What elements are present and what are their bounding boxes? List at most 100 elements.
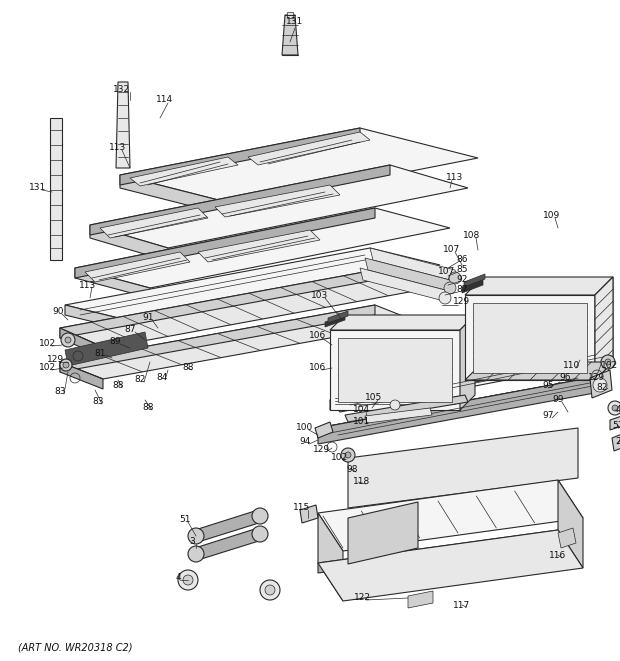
Circle shape bbox=[608, 401, 620, 415]
Text: 102: 102 bbox=[332, 453, 348, 463]
Text: 88: 88 bbox=[112, 381, 124, 389]
Text: 110: 110 bbox=[564, 360, 580, 369]
Text: 117: 117 bbox=[453, 600, 471, 609]
Polygon shape bbox=[360, 268, 448, 302]
Polygon shape bbox=[345, 395, 468, 422]
Circle shape bbox=[178, 570, 198, 590]
Polygon shape bbox=[75, 208, 450, 288]
Text: 100: 100 bbox=[296, 424, 314, 432]
Text: 91: 91 bbox=[142, 313, 154, 323]
Polygon shape bbox=[195, 528, 262, 560]
Polygon shape bbox=[473, 303, 587, 373]
Circle shape bbox=[183, 575, 193, 585]
Circle shape bbox=[63, 362, 69, 368]
Text: 3: 3 bbox=[189, 537, 195, 547]
Text: 131: 131 bbox=[286, 17, 304, 26]
Polygon shape bbox=[328, 311, 348, 323]
Polygon shape bbox=[50, 118, 62, 260]
Text: 97: 97 bbox=[542, 410, 554, 420]
Polygon shape bbox=[195, 510, 262, 542]
Polygon shape bbox=[338, 338, 452, 402]
Polygon shape bbox=[365, 258, 453, 292]
Polygon shape bbox=[90, 165, 468, 248]
Text: 113: 113 bbox=[446, 173, 464, 182]
Polygon shape bbox=[370, 248, 458, 282]
Text: 107: 107 bbox=[443, 245, 461, 254]
Text: 90: 90 bbox=[52, 307, 64, 317]
Text: 84: 84 bbox=[156, 373, 167, 383]
Polygon shape bbox=[462, 279, 483, 293]
Polygon shape bbox=[325, 315, 345, 327]
Circle shape bbox=[252, 526, 268, 542]
Polygon shape bbox=[120, 128, 360, 185]
Circle shape bbox=[61, 333, 75, 347]
Polygon shape bbox=[330, 348, 600, 410]
Polygon shape bbox=[65, 248, 440, 322]
Circle shape bbox=[601, 355, 615, 369]
Circle shape bbox=[188, 546, 204, 562]
Polygon shape bbox=[610, 415, 620, 430]
Polygon shape bbox=[287, 12, 293, 18]
Text: 83: 83 bbox=[55, 387, 66, 397]
Text: 108: 108 bbox=[463, 231, 480, 239]
Polygon shape bbox=[464, 274, 485, 287]
Circle shape bbox=[265, 585, 275, 595]
Circle shape bbox=[65, 337, 71, 343]
Text: 113: 113 bbox=[79, 280, 97, 290]
Polygon shape bbox=[318, 530, 583, 601]
Text: 122: 122 bbox=[353, 594, 371, 602]
Polygon shape bbox=[300, 505, 318, 523]
Text: 109: 109 bbox=[543, 210, 560, 219]
Polygon shape bbox=[408, 591, 433, 608]
Text: 131: 131 bbox=[29, 184, 46, 192]
Circle shape bbox=[60, 359, 72, 371]
Circle shape bbox=[188, 528, 204, 544]
Polygon shape bbox=[558, 480, 583, 568]
Polygon shape bbox=[348, 502, 418, 564]
Text: 102: 102 bbox=[40, 364, 56, 373]
Text: 129: 129 bbox=[314, 446, 330, 455]
Text: 87: 87 bbox=[456, 286, 467, 295]
Polygon shape bbox=[60, 362, 103, 389]
Text: 98: 98 bbox=[346, 465, 358, 475]
Text: 88: 88 bbox=[142, 403, 154, 412]
Circle shape bbox=[345, 452, 351, 458]
Text: 101: 101 bbox=[353, 418, 371, 426]
Polygon shape bbox=[318, 376, 600, 438]
Text: 82: 82 bbox=[596, 383, 608, 393]
Polygon shape bbox=[590, 370, 612, 398]
Text: 102: 102 bbox=[601, 360, 619, 369]
Circle shape bbox=[341, 448, 355, 462]
Circle shape bbox=[593, 378, 607, 392]
Text: 89: 89 bbox=[109, 338, 121, 346]
Polygon shape bbox=[465, 295, 595, 380]
Polygon shape bbox=[318, 376, 600, 444]
Text: 83: 83 bbox=[92, 397, 104, 407]
Polygon shape bbox=[612, 432, 620, 451]
Polygon shape bbox=[90, 225, 168, 261]
Polygon shape bbox=[100, 208, 208, 238]
Polygon shape bbox=[60, 270, 375, 338]
Text: 2: 2 bbox=[615, 438, 620, 446]
Text: 105: 105 bbox=[365, 393, 383, 403]
Text: 51: 51 bbox=[179, 516, 191, 524]
Circle shape bbox=[390, 400, 400, 410]
Circle shape bbox=[260, 580, 280, 600]
Circle shape bbox=[612, 405, 618, 411]
Polygon shape bbox=[595, 277, 613, 380]
Text: 102: 102 bbox=[40, 340, 56, 348]
Polygon shape bbox=[318, 513, 343, 601]
Text: 96: 96 bbox=[559, 373, 571, 383]
Polygon shape bbox=[65, 305, 135, 332]
Polygon shape bbox=[60, 270, 420, 348]
Text: 4: 4 bbox=[175, 574, 181, 582]
Polygon shape bbox=[65, 332, 148, 366]
Circle shape bbox=[252, 508, 268, 524]
Polygon shape bbox=[365, 408, 432, 423]
Text: 114: 114 bbox=[156, 95, 174, 104]
Polygon shape bbox=[460, 315, 475, 410]
Circle shape bbox=[439, 292, 451, 304]
Text: 113: 113 bbox=[109, 143, 126, 153]
Text: 99: 99 bbox=[552, 395, 564, 405]
Text: 106: 106 bbox=[309, 330, 327, 340]
